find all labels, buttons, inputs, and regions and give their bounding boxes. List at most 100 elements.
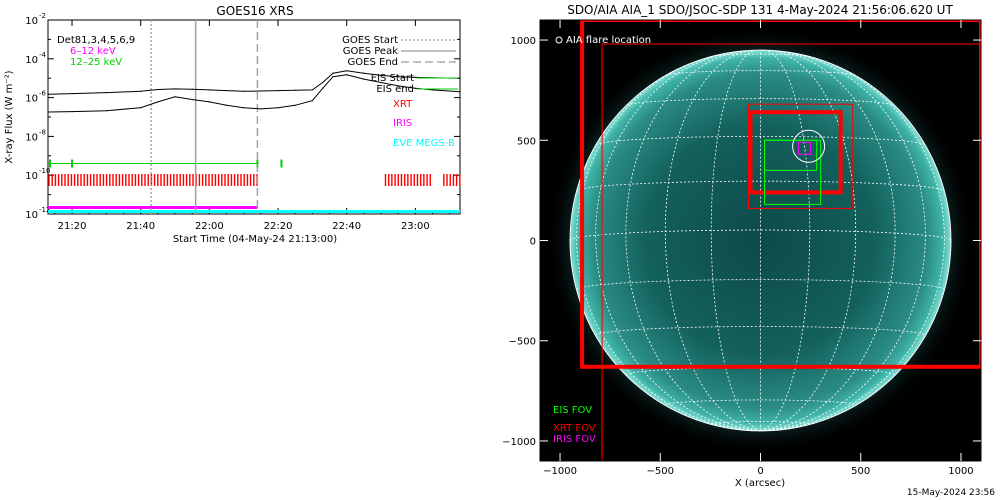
- goes-point-short: [47, 111, 49, 113]
- goes-point-short: [294, 104, 296, 106]
- goes-point-long: [363, 72, 365, 74]
- goes-xtick-label: 21:20: [58, 221, 87, 232]
- aia-ytick-label: −1000: [502, 437, 536, 448]
- goes-ytick-exponent: -10: [39, 167, 50, 175]
- legend-goes-end: GOES End: [348, 57, 398, 68]
- longitude-gridline: [595, 51, 761, 431]
- legend-12-25kev: 12–25 keV: [70, 57, 122, 68]
- xrt-fov-box: [748, 110, 843, 195]
- goes-xlabel: Start Time (04-May-24 21:13:00): [173, 234, 337, 245]
- goes-ytick-exponent: -12: [39, 206, 50, 214]
- xrt-fov-box: [601, 43, 981, 461]
- goes-ytick-label: 10: [25, 132, 38, 143]
- solar-limb: [569, 49, 952, 432]
- xrt-fov-box: [747, 103, 854, 209]
- eis-fov-box: [764, 139, 818, 171]
- flare-legend-icon: [555, 36, 563, 44]
- label-xrt: XRT: [393, 99, 413, 110]
- solar-disk: [570, 50, 951, 431]
- goes-point-short: [157, 101, 159, 103]
- goes-ytick-exponent: -2: [39, 12, 46, 20]
- goes-point-long: [277, 89, 279, 92]
- legend-goes-start: GOES Start: [342, 35, 398, 46]
- eve-coverage-bar: [48, 210, 460, 213]
- iris-fov-box: [798, 141, 812, 155]
- goes-xtick-label: 22:00: [195, 221, 224, 232]
- goes-ytick-exponent: -8: [39, 128, 46, 136]
- goes-point-long: [105, 92, 107, 94]
- aia-xtick-label: −500: [647, 466, 674, 477]
- longitude-gridline: [760, 50, 857, 431]
- goes-ytick-label: 10: [25, 55, 38, 66]
- goes-legend-right: GOES Start GOES Peak GOES End EIS Start …: [342, 35, 458, 95]
- goes-point-short: [105, 110, 107, 112]
- aia-ytick-label: 1000: [511, 36, 536, 47]
- aia-panel: SDO/AIA AIA_1 SDO/JSOC-SDP 131 4-May-202…: [502, 3, 982, 489]
- goes-point-long: [346, 70, 348, 72]
- goes-point-long: [174, 88, 176, 90]
- aia-xtick-label: 1000: [948, 466, 973, 477]
- goes-point-short: [322, 87, 324, 89]
- aia-xtick-label: 0: [757, 466, 763, 477]
- longitude-gridline: [625, 50, 761, 431]
- goes-point-long: [71, 93, 73, 95]
- goes-point-short: [311, 100, 313, 102]
- goes-point-long: [47, 93, 49, 95]
- longitude-gridline: [760, 55, 945, 431]
- goes-xtick-label: 21:40: [126, 221, 155, 232]
- goes-xtick-label: 23:00: [401, 221, 430, 232]
- legend-eis-start: EIS Start: [371, 73, 414, 84]
- fov-legend-xrt: XRT FOV: [553, 423, 596, 434]
- goes-point-long: [243, 90, 245, 92]
- longitude-gridline: [576, 55, 761, 431]
- longitude-gridline: [760, 51, 926, 431]
- goes-point-short: [243, 107, 245, 109]
- goes-ytick-exponent: -4: [39, 51, 47, 59]
- longitude-gridline: [760, 50, 896, 431]
- goes-point-short: [277, 107, 279, 109]
- goes-legend-top-left: Det81,3,4,5,6,9 6–12 keV 12–25 keV: [57, 35, 135, 68]
- aia-ytick-label: −500: [509, 337, 536, 348]
- goes-ytick-exponent: -6: [39, 90, 47, 98]
- goes-point-short: [397, 85, 399, 87]
- latitude-gridline: [625, 367, 896, 376]
- footer-timestamp: 15-May-2024 23:56: [907, 488, 995, 498]
- goes-ytick-label: 10: [25, 94, 38, 105]
- goes-ytick-label: 10: [25, 16, 38, 27]
- legend-6-12kev: 6–12 keV: [70, 46, 116, 57]
- goes-point-long: [140, 90, 142, 92]
- aia-xtick-label: 500: [851, 466, 870, 477]
- goes-xtick-label: 22:40: [332, 221, 361, 232]
- label-iris: IRIS: [393, 118, 412, 129]
- latitude-gridline: [569, 229, 952, 241]
- goes-title: GOES16 XRS: [216, 4, 293, 18]
- goes-point-short: [140, 107, 142, 109]
- goes-point-short: [260, 108, 262, 110]
- goes-xtick-label: 22:20: [264, 221, 293, 232]
- goes-point-long: [157, 88, 159, 91]
- goes-point-short: [225, 104, 228, 106]
- legend-detectors: Det81,3,4,5,6,9: [57, 35, 135, 46]
- latitude-gridline: [665, 70, 856, 76]
- goes-point-long: [191, 88, 193, 90]
- longitude-gridline: [664, 50, 761, 431]
- label-eve: EVE MEGS-B: [393, 138, 455, 149]
- goes-point-long: [294, 89, 296, 91]
- legend-goes-peak: GOES Peak: [343, 46, 398, 57]
- latitude-gridline: [626, 98, 895, 106]
- goes-point-short: [346, 74, 348, 76]
- goes-point-short: [431, 89, 434, 91]
- flare-legend-label: AIA flare location: [566, 35, 651, 46]
- goes-ytick-label: 10: [25, 171, 38, 182]
- goes-point-short: [191, 98, 193, 101]
- goes-point-short: [174, 96, 176, 98]
- goes-point-long: [397, 76, 399, 78]
- goes-point-short: [459, 91, 461, 93]
- aia-xlabel: X (arcsec): [735, 478, 785, 489]
- goes-point-short: [71, 110, 73, 113]
- aia-ytick-label: 500: [517, 136, 536, 147]
- fov-legend-iris: IRIS FOV: [553, 434, 596, 445]
- goes-point-long: [225, 89, 228, 92]
- iris-coverage-bar: [48, 206, 258, 209]
